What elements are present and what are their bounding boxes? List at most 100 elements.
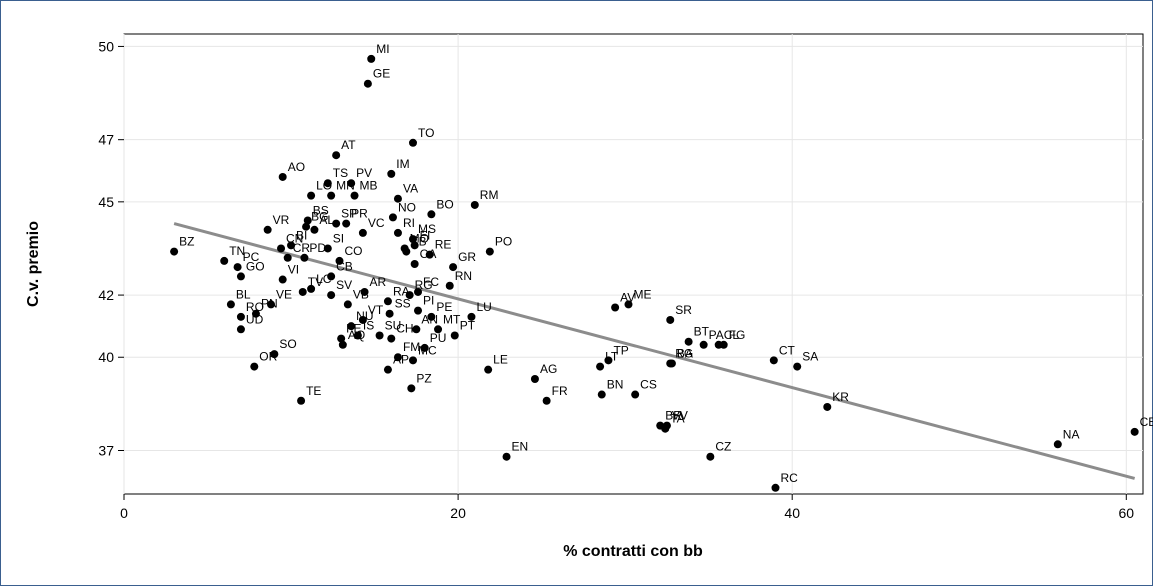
point-label: KR [832, 390, 849, 404]
point-marker [470, 200, 479, 209]
point-marker [530, 375, 539, 383]
point-marker [338, 340, 347, 349]
x-tick-label: 20 [450, 505, 466, 521]
data-point: RE [425, 238, 451, 259]
point-label: TS [333, 166, 348, 180]
point-marker [388, 213, 397, 222]
data-point: TB [402, 235, 427, 256]
point-marker [347, 322, 356, 331]
fit-line-layer [173, 222, 1136, 480]
point-marker [410, 241, 419, 250]
point-label: CR [293, 241, 311, 255]
point-label: BR [665, 409, 682, 423]
data-point: CR [283, 241, 311, 262]
point-marker [769, 356, 778, 365]
point-label: PA [709, 328, 724, 342]
point-marker [383, 365, 392, 374]
point-label: LU [476, 300, 491, 314]
point-label: FR [552, 384, 568, 398]
point-marker [596, 362, 605, 371]
point-label: SS [395, 297, 411, 311]
point-marker [410, 260, 419, 268]
point-label: VV [672, 409, 688, 423]
point-label: SV [336, 278, 352, 292]
data-point: IS [353, 318, 374, 340]
data-point: GR [449, 250, 476, 272]
data-point: GO [236, 259, 265, 281]
point-marker [327, 191, 336, 200]
data-point: BG [302, 210, 328, 231]
point-label: TN [229, 244, 245, 258]
point-marker [236, 325, 245, 334]
point-marker [393, 353, 402, 362]
data-point: EN [502, 440, 528, 461]
data-point: SU [375, 318, 401, 340]
data-point: NA [1053, 427, 1079, 449]
point-marker [332, 151, 341, 160]
data-point: RM [470, 188, 498, 209]
data-point: AV [611, 291, 635, 312]
point-label: ME [633, 287, 651, 301]
point-marker [420, 343, 429, 352]
point-label: RN [455, 269, 472, 283]
data-point: MC [408, 343, 437, 365]
data-point: RN [445, 269, 472, 290]
data-point: VA [393, 182, 418, 203]
data-point: CS [631, 378, 657, 399]
point-marker [300, 253, 309, 262]
point-marker [427, 210, 436, 219]
point-marker [337, 334, 346, 343]
point-marker [706, 452, 715, 461]
point-marker [310, 225, 319, 234]
data-point: BA [667, 346, 693, 368]
data-point: PO [485, 235, 512, 256]
data-point: SO [270, 337, 297, 359]
point-label: BL [236, 287, 251, 301]
data-point: VB [343, 287, 369, 309]
data-point: BZ [170, 235, 194, 256]
point-marker [611, 303, 620, 312]
point-label: SO [279, 337, 296, 351]
data-point: CB [327, 259, 353, 281]
point-marker [484, 365, 493, 374]
point-marker [408, 356, 417, 365]
point-marker [335, 256, 344, 265]
data-point: PC [233, 250, 260, 272]
point-label: AO [288, 160, 305, 174]
point-label: PN [261, 297, 278, 311]
data-point: OR [250, 350, 278, 371]
grid-lines [123, 34, 1143, 494]
data-point: BR [656, 409, 682, 430]
y-tick-label: 42 [98, 287, 114, 303]
data-point: VT [358, 303, 384, 324]
point-marker [347, 179, 356, 188]
point-marker [624, 300, 633, 309]
point-marker [425, 250, 434, 259]
point-marker [793, 362, 802, 371]
x-axis-title: % contratti con bb [563, 543, 703, 560]
point-marker [332, 219, 341, 228]
point-label: GO [246, 259, 265, 273]
data-point: MN [327, 179, 355, 200]
point-label: RI [403, 216, 415, 230]
point-label: MC [418, 343, 437, 357]
point-marker [363, 79, 372, 88]
point-marker [226, 300, 235, 309]
data-point: AG [530, 362, 557, 383]
x-tick-label: 60 [1119, 505, 1135, 521]
data-point: FC [414, 275, 439, 296]
data-point: RC [771, 471, 798, 492]
data-point: CH [387, 322, 414, 343]
data-point: AL [310, 213, 334, 234]
point-label: VB [353, 287, 369, 301]
point-marker [250, 362, 259, 371]
data-point: SP [332, 207, 357, 228]
point-label: VI [288, 263, 299, 277]
point-marker [502, 452, 511, 461]
point-label: AN [421, 312, 438, 326]
point-label: RC [780, 471, 798, 485]
point-marker [277, 244, 286, 253]
point-label: BI [296, 228, 307, 242]
point-label: AP [393, 353, 409, 367]
point-label: BT [694, 325, 710, 339]
